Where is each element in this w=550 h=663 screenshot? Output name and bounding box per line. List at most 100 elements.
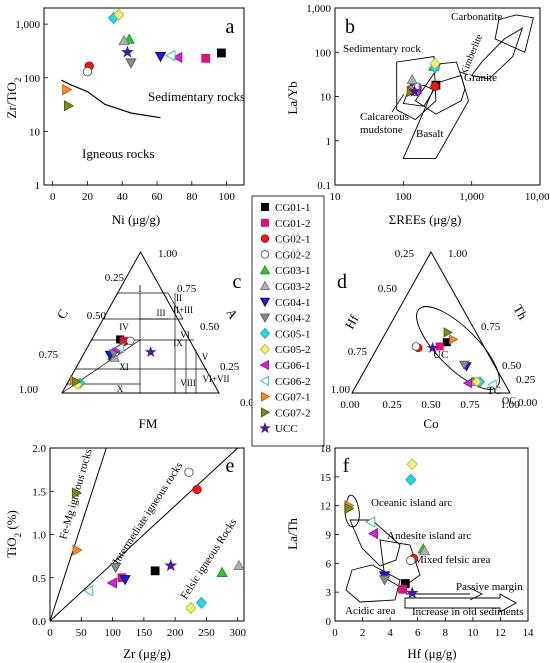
panel-a-point-cg01-2 [201, 53, 211, 63]
panel-b-ylabel: La/Yb [285, 81, 300, 114]
e-ytick-label: 1.0 [32, 530, 46, 542]
panel-d-point-cg07-1 [449, 334, 459, 345]
panel-b-xaxis: 10 100 1,000 10,000 [330, 181, 550, 203]
legend-point-cg01-2 [260, 218, 269, 227]
legend-items: CG01-1 CG01-2 CG02-1 CG02-2 CG03-1 CG03-2 CG04… [259, 202, 310, 435]
panel-b-frame [334, 7, 541, 186]
panel-d-right-label: Th [510, 302, 530, 322]
panel-b-region-basalt [402, 74, 469, 159]
panel-d: d Hf Th Co 0.250.500.751.001.000.750.500… [331, 248, 538, 431]
panel-f-points [344, 458, 431, 599]
f-ytick-label: 0 [326, 616, 332, 628]
panel-d-bottom-tick: 0.75 [460, 399, 480, 411]
panel-a-point-cg04-2 [125, 58, 137, 69]
e-xtick-label: 0 [47, 627, 53, 639]
panel-c-field-label-ii-iii: II+III [173, 305, 193, 315]
legend-item: CG04-2 [259, 313, 310, 325]
panel-c-field-label-vi-vii: VI+VII [202, 374, 229, 384]
f-xtick-label: 10 [467, 627, 479, 639]
panel-b-region-kimberlite [470, 27, 524, 80]
panel-d-xlabel: Co [423, 416, 438, 431]
legend-item-label: CG05-2 [275, 344, 310, 356]
panel-d-point-cg06-1 [462, 377, 473, 389]
e-xtick-label: 250 [198, 627, 215, 639]
legend-item: CG03-2 [259, 280, 310, 293]
e-xtick-label: 100 [104, 627, 121, 639]
panel-d-right-tick: 1.00 [448, 248, 468, 260]
f-xtick-label: 2 [360, 627, 366, 639]
panel-c-field-label-x: X [117, 384, 124, 394]
panel-b-yaxis: 0.1 1 10 100 1,000 [306, 3, 339, 192]
legend-item-label: CG07-2 [275, 407, 310, 419]
legend-item-label: CG03-2 [275, 281, 310, 293]
panel-c-point-ucc [144, 346, 157, 358]
panel-b-region-granite: Granite [464, 72, 497, 84]
panel-a-frame [43, 7, 245, 186]
panel-c-xlabel: FM [139, 416, 158, 431]
panel-f-point-cg02-2 [406, 555, 416, 566]
panel-b-xlabel: ΣREEs (μg/g) [389, 212, 462, 227]
panel-a-ylabel: Zr/TiO2 [4, 78, 23, 119]
b-ytick-label: 1,000 [306, 3, 331, 15]
panel-c-field-lines [61, 292, 207, 394]
f-ytick-label: 3 [326, 587, 332, 599]
panel-c-point-cg02-2 [126, 336, 135, 346]
f-xtick-label: 14 [523, 627, 535, 639]
panel-a-point-cg03-2 [118, 34, 130, 46]
f-ytick-label: 18 [320, 443, 332, 455]
legend-item-label: CG02-1 [275, 234, 310, 246]
panel-a-yaxis: 1 10 100 1,000 [15, 19, 48, 192]
panel-b-point-cg05-2 [429, 57, 441, 70]
panel-a-point-ucc [121, 45, 134, 58]
legend-item: CG07-2 [260, 407, 310, 419]
panel-a-points [62, 8, 226, 112]
legend-item: CG07-1 [260, 391, 310, 404]
panel-f-field-acidic [345, 564, 401, 603]
panel-d-oc-label: OC [502, 396, 516, 407]
panel-e-point-cg02-1 [192, 484, 202, 495]
panel-c-right-tick: 0.25 [220, 361, 240, 373]
f-xtick-label: 6 [415, 627, 421, 639]
panel-c-field-label-iii: III [157, 308, 166, 318]
legend-item-label: CG06-1 [275, 360, 310, 372]
panel-a-xaxis: 0 20 40 60 80 100 [50, 181, 235, 203]
panel-e-point-cg04-2 [110, 562, 122, 574]
panel-d-point-cg05-2 [471, 376, 482, 388]
f-ytick-label: 15 [320, 472, 332, 484]
f-ytick-label: 9 [326, 530, 332, 542]
a-xtick-label: 80 [186, 191, 198, 203]
panel-d-triangle [351, 250, 511, 394]
b-ytick-label: 100 [315, 47, 332, 59]
panel-b-letter: b [345, 16, 355, 38]
panel-d-letter: d [337, 271, 347, 293]
legend-point-cg04-1 [259, 297, 271, 308]
panel-c-field-label-viii: VIII [180, 378, 196, 388]
panel-e-boundary-0 [49, 447, 107, 622]
legend-point-cg07-2 [260, 407, 271, 418]
b-ytick-label: 10 [320, 92, 332, 104]
panel-e-yaxis: 0.0 0.5 1.0 1.5 2.0 [32, 443, 54, 628]
panel-d-right-tick: 0.50 [502, 360, 522, 372]
panel-c-field-label-iv: IV [119, 322, 129, 332]
e-xtick-label: 150 [136, 627, 153, 639]
panel-e-point-cg05-2 [185, 601, 197, 615]
panel-c-left-tick: 0.75 [39, 349, 59, 361]
panel-c-point-cg07-2 [72, 376, 82, 387]
panel-b-calcareous-pointer [391, 93, 405, 113]
e-ytick-label: 2.0 [32, 443, 46, 455]
panel-f-region-andesite: Andesite island arc [387, 530, 471, 542]
panel-f-point-cg05-2 [406, 458, 418, 471]
panel-d-point-cg04-2 [459, 360, 470, 371]
panel-b-point-cg02-1 [430, 81, 440, 91]
panel-d-point-cg02-2 [411, 342, 421, 351]
panel-a-point-cg01-1 [216, 48, 226, 58]
panel-f-point-cg06-2 [365, 516, 376, 528]
panel-f-letter: f [343, 455, 350, 477]
panel-a-letter: a [226, 16, 235, 38]
panel-c-field-label-v: V [202, 352, 209, 362]
panel-d-tc-label: TC [487, 385, 501, 397]
legend-item: CG01-2 [260, 218, 310, 230]
